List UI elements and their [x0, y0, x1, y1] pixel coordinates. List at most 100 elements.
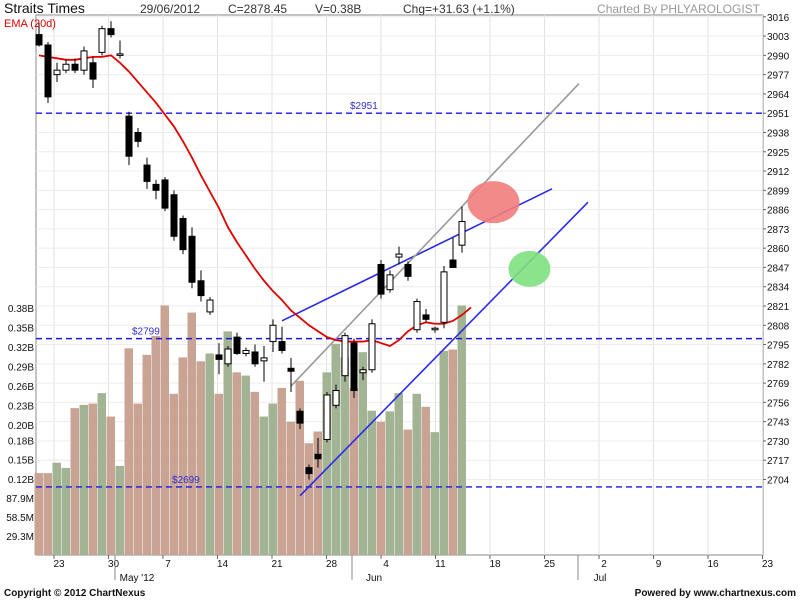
volume-readout: V=0.38B: [315, 2, 362, 16]
candle-body: [278, 341, 286, 351]
volume-bar: [457, 305, 466, 555]
candle-body: [233, 336, 241, 354]
date-readout: 29/06/2012: [140, 2, 201, 16]
price-tick-label: 2912: [767, 167, 790, 178]
candle-body: [62, 63, 70, 71]
ema-line: [38, 54, 472, 348]
volume-bar: [169, 393, 178, 555]
price-tick-label: 2847: [767, 263, 790, 274]
volume-bar: [313, 431, 322, 555]
volume-bar: [340, 357, 349, 555]
price-tick-label: 2782: [767, 360, 790, 371]
candle-body: [332, 390, 340, 406]
volume-tick-label: 0.38B: [8, 304, 34, 315]
candle-body: [179, 217, 187, 251]
change-readout: Chg=+31.63 (+1.1%): [403, 2, 515, 16]
candle-body: [440, 271, 448, 323]
candle-body: [89, 62, 97, 80]
volume-bar: [133, 403, 142, 555]
volume-bar: [34, 473, 43, 555]
volume-bar: [88, 403, 97, 555]
candle-body: [251, 351, 259, 365]
volume-bar: [286, 421, 295, 555]
close-readout: C=2878.45: [228, 2, 288, 16]
volume-bar: [70, 408, 79, 555]
reference-line-label: $2951: [350, 101, 378, 112]
price-tick-label: 2951: [767, 109, 790, 120]
candle-body: [197, 280, 205, 297]
volume-bar: [358, 352, 367, 555]
candle-body: [188, 235, 196, 283]
x-tick-label: 28: [326, 559, 338, 570]
volume-bar: [259, 416, 268, 555]
candle-body: [53, 69, 61, 76]
candle-body: [377, 263, 385, 295]
x-tick-label: 23: [53, 559, 65, 570]
price-tick-label: 2873: [767, 225, 790, 236]
candle-body: [449, 259, 457, 268]
candle-body: [71, 63, 79, 71]
candle-body: [404, 263, 412, 277]
candle-body: [260, 357, 268, 362]
x-tick-label: 30: [108, 559, 120, 570]
volume-tick-label: 0.32B: [8, 343, 34, 354]
volume-tick-label: 0.29B: [8, 363, 34, 374]
month-label: May '12: [120, 573, 155, 584]
price-tick-label: 2769: [767, 379, 790, 390]
volume-bar: [43, 473, 52, 555]
volume-bar: [295, 380, 304, 555]
chart-credit: Charted By PHLYAROLOGIST: [597, 2, 760, 16]
price-tick-label: 2977: [767, 71, 790, 82]
candle-body: [287, 367, 295, 372]
candle-body: [323, 394, 331, 440]
volume-tick-label: 0.26B: [8, 382, 34, 393]
volume-bar: [304, 443, 313, 555]
volume-bar: [430, 432, 439, 555]
candle-body: [350, 342, 358, 392]
x-tick-label: 7: [165, 559, 171, 570]
price-tick-label: 2834: [767, 283, 790, 294]
volume-bar: [124, 348, 133, 555]
candle-body: [422, 314, 430, 320]
price-tick-label: 2925: [767, 148, 790, 159]
price-tick-label: 2795: [767, 341, 790, 352]
reference-line-label: $2699: [172, 475, 200, 486]
trendline-gray: [290, 82, 580, 387]
volume-bar: [196, 361, 205, 555]
volume-bar: [178, 357, 187, 555]
volume-bar: [160, 305, 169, 555]
volume-bar: [421, 406, 430, 555]
price-tick-label: 2899: [767, 186, 790, 197]
candle-body: [143, 164, 151, 182]
volume-bar: [385, 411, 394, 555]
price-tick-label: 3003: [767, 32, 790, 43]
price-tick-label: 2821: [767, 302, 790, 313]
candle-body: [116, 53, 124, 56]
price-tick-label: 2860: [767, 244, 790, 255]
reference-line-label: $2799: [132, 327, 160, 338]
volume-tick-label: 29.3M: [6, 532, 34, 543]
candle-body: [395, 253, 403, 258]
powered-by-text: Powered by www.chartnexus.com: [634, 588, 796, 599]
volume-tick-label: 0.20B: [8, 421, 34, 432]
x-tick-label: 25: [544, 559, 556, 570]
marker-red-circle: [467, 181, 520, 224]
volume-tick-label: 87.9M: [6, 494, 34, 505]
volume-bar: [412, 393, 421, 555]
candle-body: [269, 324, 277, 343]
volume-bar: [142, 354, 151, 555]
volume-tick-label: 0.12B: [8, 475, 34, 486]
month-label: Jun: [366, 573, 382, 584]
volume-bar: [394, 393, 403, 555]
volume-bar: [79, 404, 88, 555]
x-tick-label: 2: [601, 559, 607, 570]
candle-body: [161, 179, 169, 209]
candle-body: [368, 323, 376, 371]
price-tick-label: 2964: [767, 90, 790, 101]
trendline-blue: [299, 201, 589, 497]
volume-tick-label: 0.18B: [8, 437, 34, 448]
price-tick-label: 2886: [767, 206, 790, 217]
volume-tick-label: 0.23B: [8, 402, 34, 413]
volume-bar: [322, 372, 331, 555]
